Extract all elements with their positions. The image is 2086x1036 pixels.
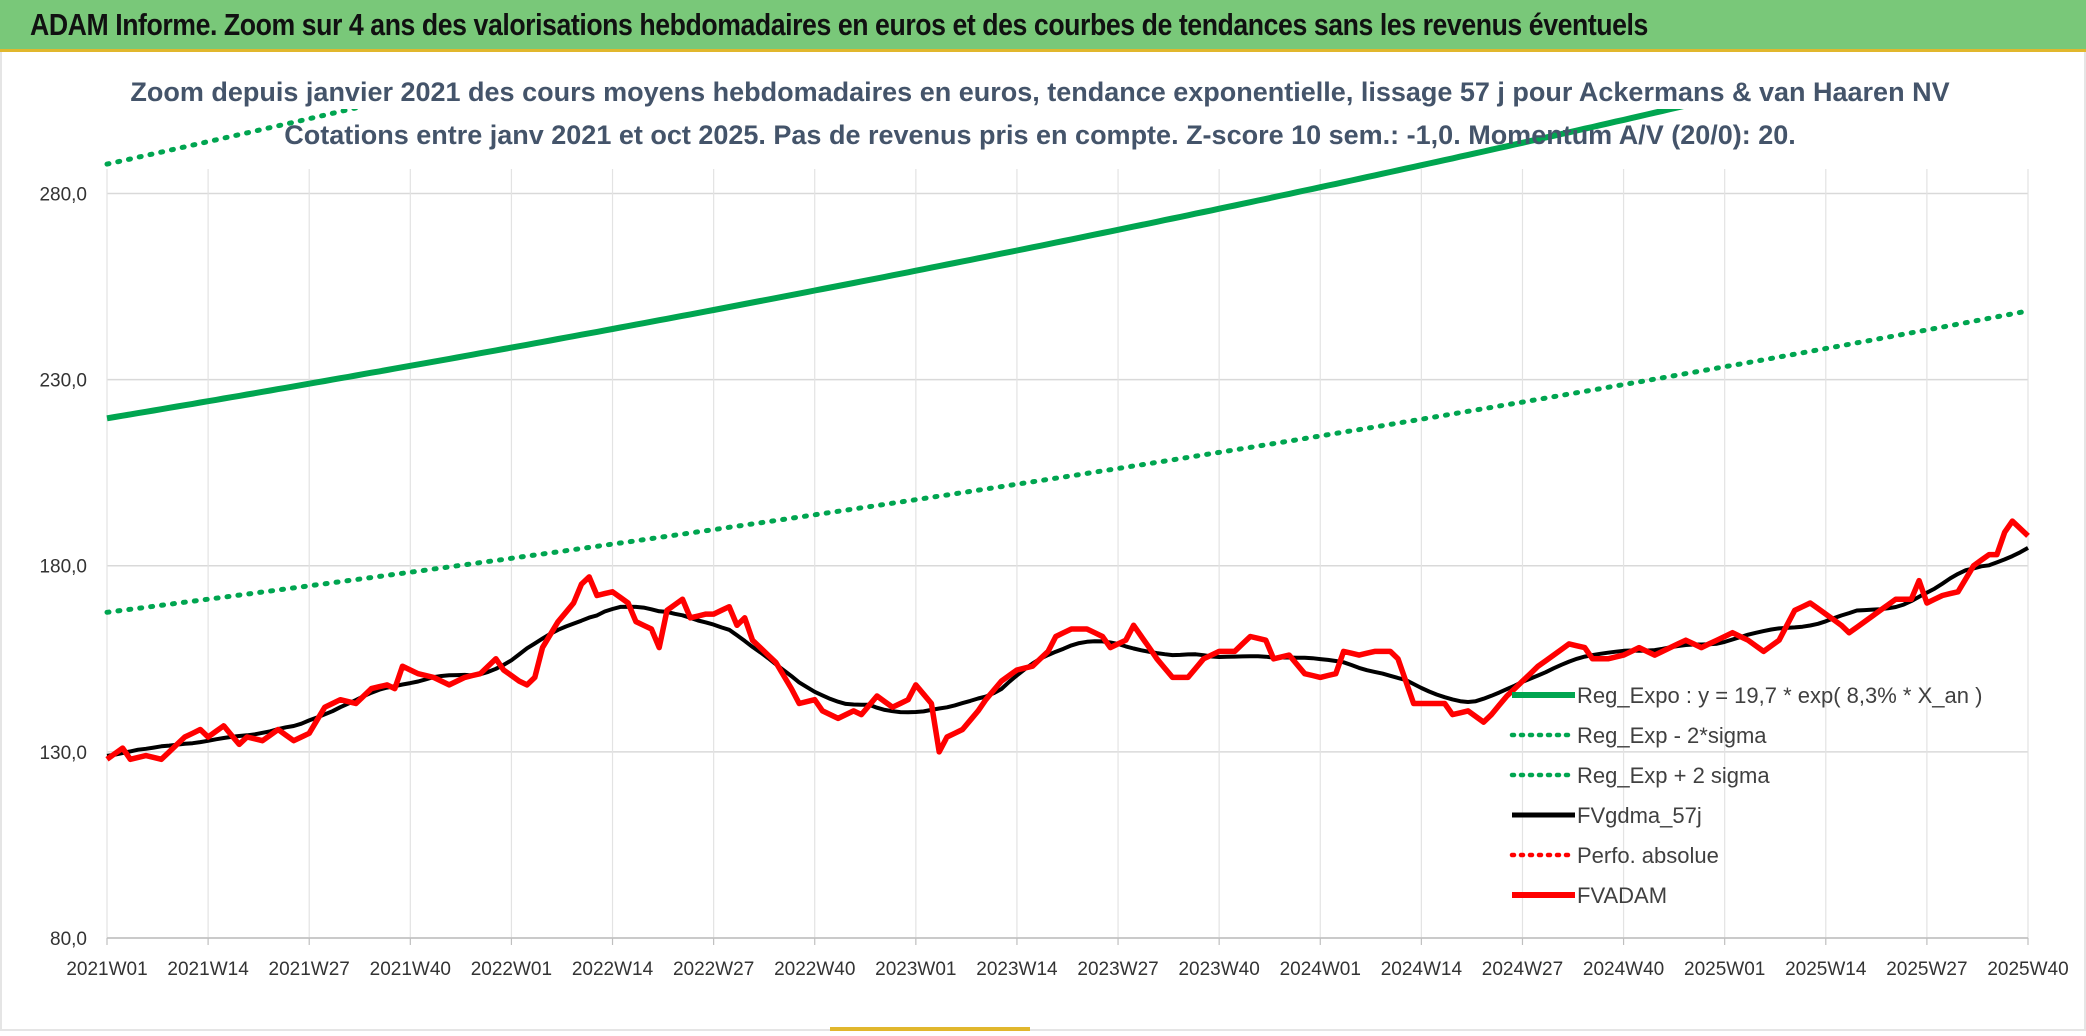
title-layer: Zoom depuis janvier 2021 des cours moyen… xyxy=(130,77,1949,150)
legend-label-smooth: FVgdma_57j xyxy=(1577,803,1702,828)
legend-item-lower: Reg_Exp - 2*sigma xyxy=(1509,723,1767,748)
legend-item-price: FVADAM xyxy=(1512,883,1667,908)
series-fvadam xyxy=(105,518,2030,763)
y-tick-label: 180,0 xyxy=(39,557,87,578)
y-tick-label: 230,0 xyxy=(39,371,87,392)
x-tick-label: 2025W01 xyxy=(1684,959,1765,980)
chart-title: Zoom depuis janvier 2021 des cours moyen… xyxy=(130,77,1949,107)
line-chart: 80,0 130,0 180,0 230,0 280,0 2021W01 2021W14 20… xyxy=(39,77,2068,980)
x-tick-label: 2022W01 xyxy=(471,959,552,980)
legend-label-reg_expo: Reg_Expo : y = 19,7 * exp( 8,3% * X_an ) xyxy=(1577,683,1982,708)
bottom-accent xyxy=(830,1027,1030,1031)
series-layer xyxy=(104,109,2031,763)
legend-label-lower: Reg_Exp - 2*sigma xyxy=(1577,723,1767,748)
x-tick-label: 2024W14 xyxy=(1381,959,1463,980)
x-tick-label: 2024W40 xyxy=(1583,959,1664,980)
legend-label-upper: Reg_Exp + 2 sigma xyxy=(1577,763,1770,788)
legend-item-smooth: FVgdma_57j xyxy=(1512,803,1702,828)
x-tick-label: 2025W40 xyxy=(1987,959,2068,980)
x-tick-label: 2024W01 xyxy=(1280,959,1361,980)
chart-area: 80,0 130,0 180,0 230,0 280,0 2021W01 2021W14 20… xyxy=(0,55,2086,1031)
x-tick-label: 2023W14 xyxy=(976,959,1058,980)
legend-item-upper: Reg_Exp + 2 sigma xyxy=(1509,763,1770,788)
legend: Reg_Expo : y = 19,7 * exp( 8,3% * X_an )… xyxy=(1509,683,1982,908)
x-tick-label: 2022W14 xyxy=(572,959,654,980)
legend-label-price: FVADAM xyxy=(1577,883,1667,908)
y-tick-label: 80,0 xyxy=(50,929,87,950)
x-tick-label: 2021W14 xyxy=(167,959,249,980)
x-tick-label: 2023W27 xyxy=(1077,959,1158,980)
x-tick-label: 2025W27 xyxy=(1886,959,1967,980)
x-tick-label: 2021W01 xyxy=(66,959,147,980)
x-tick-label: 2021W27 xyxy=(269,959,350,980)
x-tick-label: 2025W14 xyxy=(1785,959,1867,980)
axis-layer: 80,0 130,0 180,0 230,0 280,0 2021W01 2021W14 20… xyxy=(39,184,2068,980)
legend-item-reg_expo: Reg_Expo : y = 19,7 * exp( 8,3% * X_an ) xyxy=(1512,683,1982,708)
series-reg-lower-2sigma xyxy=(104,308,2031,615)
x-tick-label: 2022W40 xyxy=(774,959,855,980)
grid-layer xyxy=(106,169,2029,939)
x-tick-label: 2024W27 xyxy=(1482,959,1563,980)
y-tick-label: 280,0 xyxy=(39,184,87,205)
legend-label-perfo: Perfo. absolue xyxy=(1577,843,1719,868)
chart-subtitle: Cotations entre janv 2021 et oct 2025. P… xyxy=(284,120,1796,150)
y-tick-label: 130,0 xyxy=(39,743,87,764)
series-reg-expo xyxy=(106,109,1684,422)
x-tick-label: 2023W40 xyxy=(1178,959,1259,980)
header-bar: ADAM Informe. Zoom sur 4 ans des valoris… xyxy=(0,0,2086,52)
x-tick-label: 2022W27 xyxy=(673,959,754,980)
legend-item-perfo: Perfo. absolue xyxy=(1509,843,1719,868)
report-title: ADAM Informe. Zoom sur 4 ans des valoris… xyxy=(30,7,1648,42)
x-tick-label: 2021W40 xyxy=(370,959,451,980)
x-tick-label: 2023W01 xyxy=(875,959,956,980)
